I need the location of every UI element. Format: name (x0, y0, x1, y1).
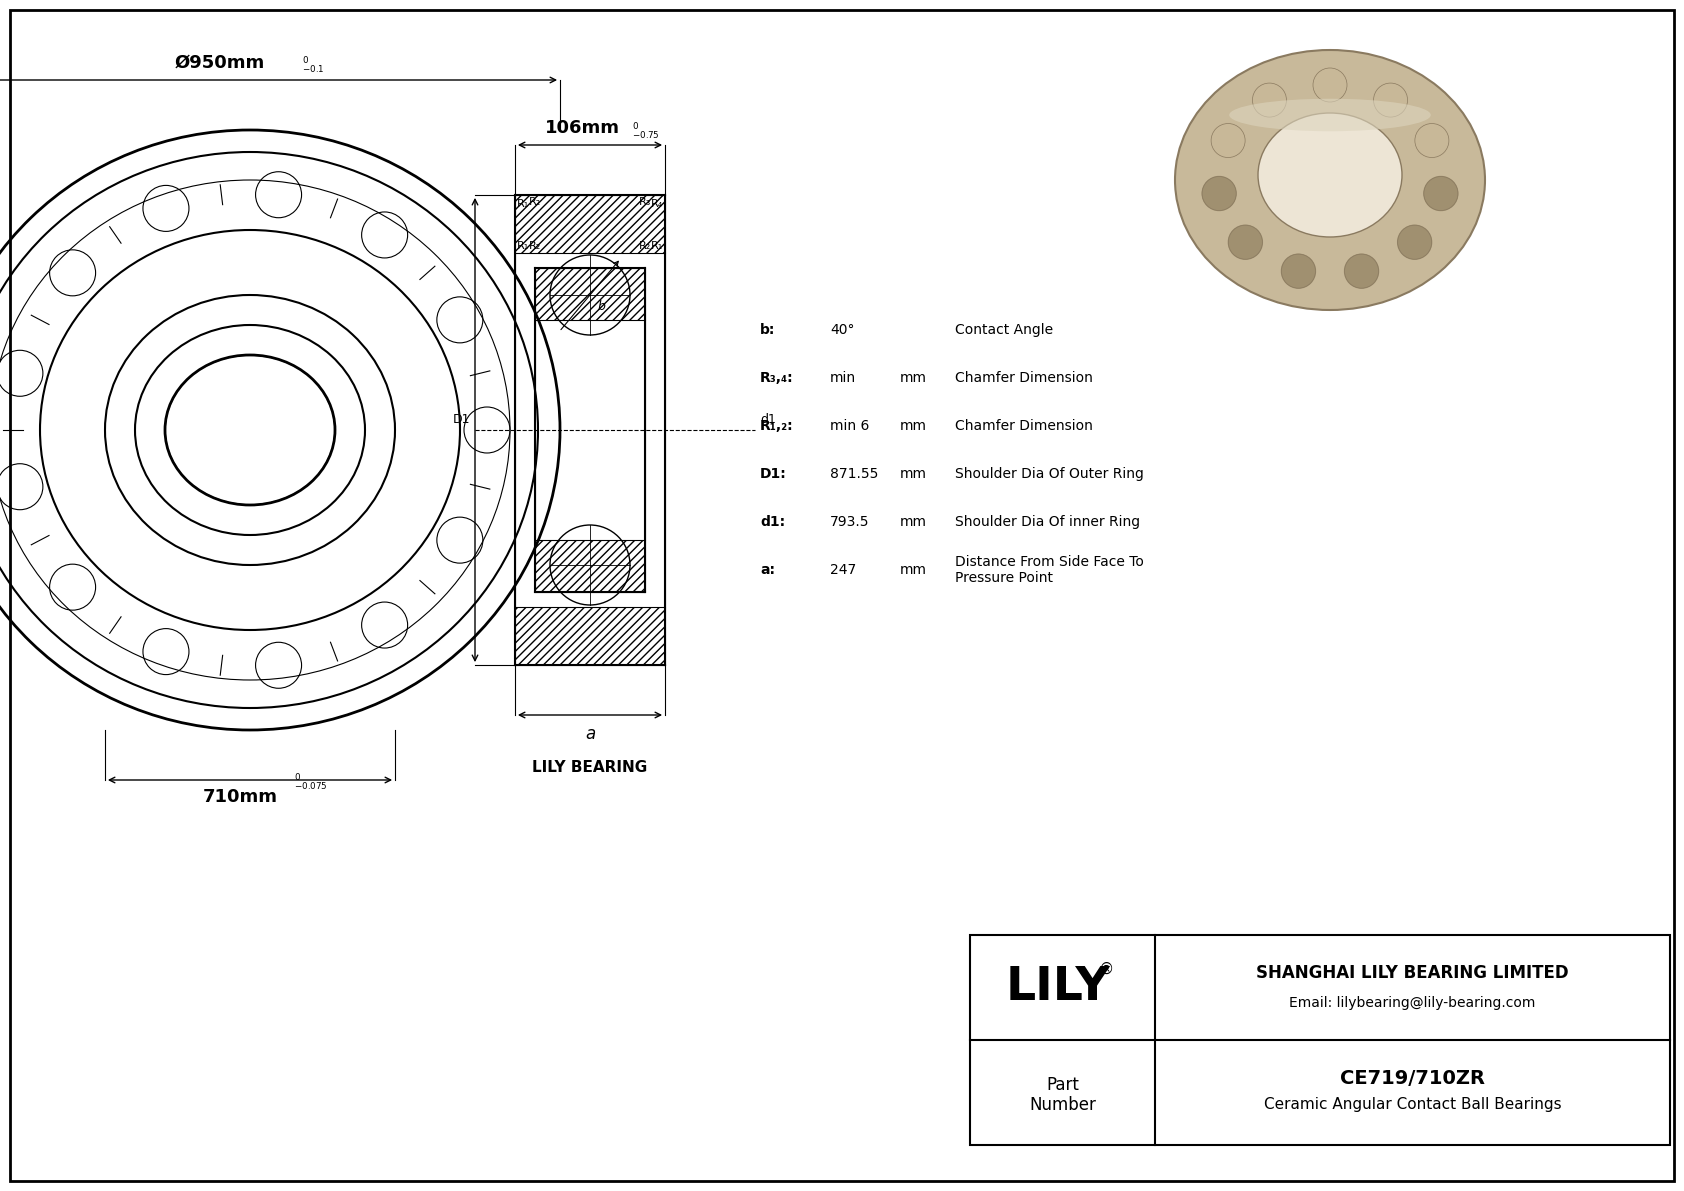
Ellipse shape (1175, 50, 1485, 310)
Text: R₃,₄:: R₃,₄: (759, 372, 793, 385)
Text: min 6: min 6 (830, 419, 869, 434)
Bar (970, 935, 1671, 1145)
Text: Number: Number (1029, 1096, 1096, 1114)
Text: a: a (584, 725, 594, 743)
Text: $^{0}_{-0.1}$: $^{0}_{-0.1}$ (301, 56, 325, 76)
Text: LILY BEARING: LILY BEARING (532, 760, 648, 775)
Text: SHANGHAI LILY BEARING LIMITED: SHANGHAI LILY BEARING LIMITED (1256, 964, 1569, 981)
Text: R₂: R₂ (638, 241, 652, 251)
Text: 247: 247 (830, 563, 855, 576)
Ellipse shape (1229, 99, 1431, 131)
Circle shape (1425, 176, 1458, 211)
Text: d1: d1 (759, 413, 776, 426)
Text: mm: mm (899, 563, 926, 576)
Text: R₄: R₄ (650, 199, 663, 208)
Circle shape (1415, 124, 1448, 157)
Text: Ø950mm: Ø950mm (175, 54, 264, 71)
Circle shape (1253, 83, 1287, 117)
Text: 871.55: 871.55 (830, 467, 879, 481)
Circle shape (1228, 225, 1263, 260)
Text: CE719/710ZR: CE719/710ZR (1340, 1070, 1485, 1089)
Text: mm: mm (899, 515, 926, 529)
Text: R₁: R₁ (650, 241, 663, 251)
Text: Email: lilybearing@lily-bearing.com: Email: lilybearing@lily-bearing.com (1290, 996, 1536, 1010)
Circle shape (1374, 83, 1408, 117)
Bar (536, 540, 645, 592)
Circle shape (1344, 254, 1379, 288)
Text: $^{0}_{-0.075}$: $^{0}_{-0.075}$ (295, 773, 328, 793)
Text: R₁: R₁ (517, 241, 529, 251)
Text: R₁,₂:: R₁,₂: (759, 419, 793, 434)
Text: Part: Part (1046, 1075, 1079, 1093)
Text: Ceramic Angular Contact Ball Bearings: Ceramic Angular Contact Ball Bearings (1263, 1097, 1561, 1112)
Text: Chamfer Dimension: Chamfer Dimension (955, 419, 1093, 434)
Text: 106mm: 106mm (544, 119, 620, 137)
Text: D1:: D1: (759, 467, 786, 481)
Circle shape (1211, 124, 1244, 157)
Text: R₁: R₁ (517, 199, 529, 208)
Text: mm: mm (899, 467, 926, 481)
Text: ®: ® (1100, 962, 1115, 977)
Text: $^{0}_{-0.75}$: $^{0}_{-0.75}$ (632, 121, 660, 142)
Circle shape (1314, 68, 1347, 102)
Text: R₃: R₃ (638, 197, 652, 207)
Circle shape (1398, 225, 1431, 260)
Bar (515, 195, 665, 252)
Text: b:: b: (759, 323, 775, 337)
Text: R₂: R₂ (529, 197, 541, 207)
Text: D1: D1 (453, 413, 470, 426)
Circle shape (1282, 254, 1315, 288)
Text: 40°: 40° (830, 323, 854, 337)
Text: Chamfer Dimension: Chamfer Dimension (955, 372, 1093, 385)
Text: LILY: LILY (1005, 965, 1110, 1010)
Ellipse shape (167, 357, 333, 503)
Bar (515, 607, 665, 665)
Text: d1:: d1: (759, 515, 785, 529)
Text: R₂: R₂ (529, 241, 541, 251)
Text: a:: a: (759, 563, 775, 576)
Circle shape (1202, 176, 1236, 211)
Text: Shoulder Dia Of Outer Ring: Shoulder Dia Of Outer Ring (955, 467, 1143, 481)
Text: Distance From Side Face To
Pressure Point: Distance From Side Face To Pressure Poin… (955, 555, 1143, 585)
Text: mm: mm (899, 419, 926, 434)
Text: Shoulder Dia Of inner Ring: Shoulder Dia Of inner Ring (955, 515, 1140, 529)
Text: mm: mm (899, 372, 926, 385)
Text: min: min (830, 372, 855, 385)
Text: 710mm: 710mm (202, 788, 278, 806)
Ellipse shape (1258, 113, 1403, 237)
Text: Contact Angle: Contact Angle (955, 323, 1052, 337)
Text: b: b (598, 300, 606, 313)
Bar (536, 268, 645, 320)
Text: 793.5: 793.5 (830, 515, 869, 529)
